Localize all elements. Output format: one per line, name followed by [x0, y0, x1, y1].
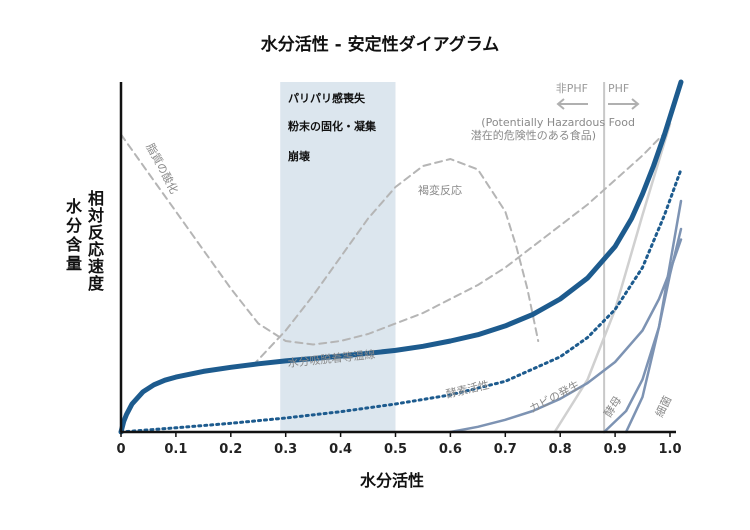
y-label-char: 水	[66, 197, 83, 216]
phf-note-line1: (Potentially Hazardous Food	[481, 116, 635, 129]
shaded-region	[280, 82, 396, 432]
series-line-6	[624, 199, 683, 434]
x-tick-label: 0.9	[604, 442, 627, 457]
y-label-char: 量	[66, 254, 82, 273]
label-browning: 褐変反応	[418, 183, 462, 197]
arrow-left-icon	[556, 98, 588, 110]
x-tick-label: 0.1	[164, 442, 187, 457]
x-tick-label: 0.3	[274, 442, 297, 457]
x-tick-label: 0.2	[219, 442, 242, 457]
y-label-char: 反	[88, 223, 104, 242]
x-tick-label: 1.0	[658, 442, 681, 457]
phf-label: PHF	[608, 82, 629, 95]
series-line-0	[118, 79, 684, 435]
y-label-char: 含	[66, 235, 83, 254]
label-lipid-oxidation: 脂質の酸化	[143, 141, 181, 196]
arrow-right-icon	[608, 98, 640, 110]
x-ticks: 0 0.1 0.2 0.3 0.4 0.5 0.6 0.7 0.8 0.9 1.0	[116, 432, 682, 457]
series-line-3	[120, 126, 671, 346]
label-enzyme: 酵素活性	[445, 377, 491, 401]
non-phf-label: 非PHF	[556, 82, 588, 95]
zone-label-collapse: 崩壊	[288, 149, 311, 163]
x-tick-label: 0.5	[384, 442, 407, 457]
series-layer	[118, 79, 684, 435]
y-label-char: 相	[88, 189, 104, 208]
label-mold: カビの発生	[527, 377, 582, 415]
y-label-char: 速	[88, 257, 104, 276]
x-tick-label: 0.6	[439, 442, 462, 457]
series-line-2	[251, 158, 540, 367]
series-line-4	[449, 238, 683, 434]
zone-label-crispness: パリパリ感喪失	[288, 91, 366, 105]
y-label-char: 度	[88, 274, 105, 293]
x-tick-label: 0.7	[494, 442, 517, 457]
phf-note-line2: 潜在的危険性のある食品)	[471, 128, 596, 142]
series-line-5	[602, 227, 683, 434]
series-line-1	[119, 168, 683, 434]
x-tick-label: 0.4	[329, 442, 352, 457]
y-label-char: 分	[66, 216, 82, 235]
x-axis-label: 水分活性	[360, 471, 424, 490]
label-bacteria: 細菌	[653, 394, 674, 419]
y-label-char: 対	[87, 206, 104, 225]
y-label-char: 応	[88, 240, 104, 259]
x-tick-label: 0.8	[549, 442, 572, 457]
zone-label-caking: 粉末の固化・凝集	[288, 119, 377, 133]
chart-title: 水分活性 - 安定性ダイアグラム	[261, 34, 500, 55]
x-tick-label: 0	[116, 442, 125, 457]
